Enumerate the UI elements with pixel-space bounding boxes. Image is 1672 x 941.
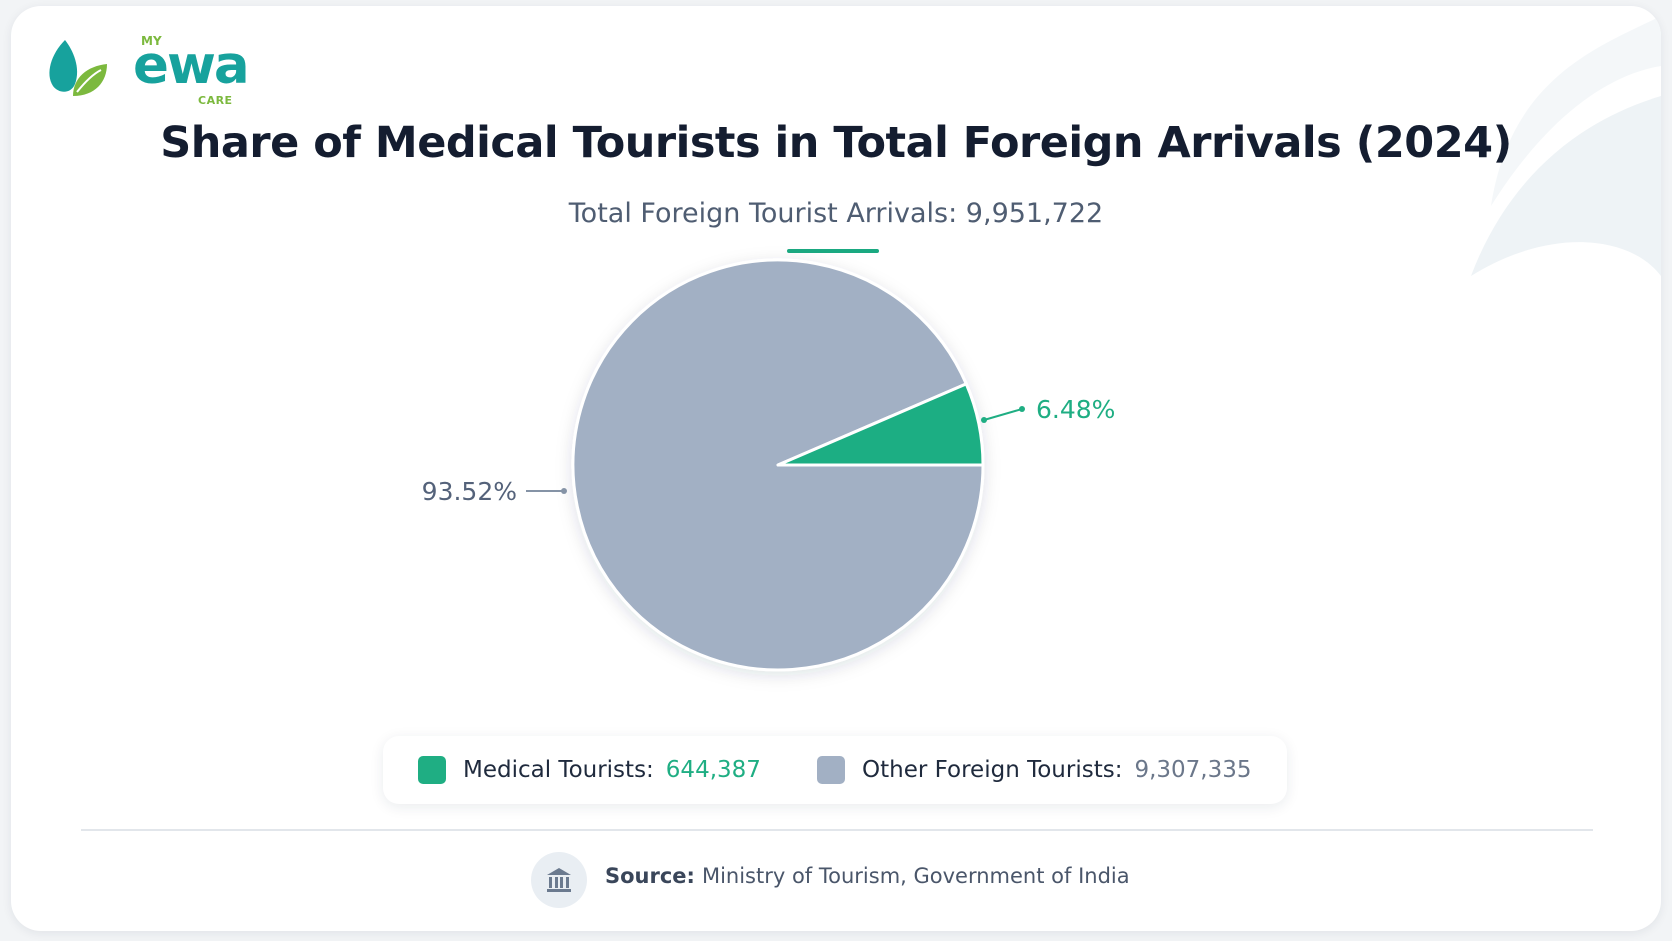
chart-title: Share of Medical Tourists in Total Forei…	[160, 118, 1512, 168]
logo-care: CARE	[198, 94, 233, 107]
brand-logo: MY ewa CARE	[43, 34, 250, 110]
legend-label-other: Other Foreign Tourists:	[862, 757, 1123, 783]
leader-dot-medical-end	[1019, 406, 1025, 412]
pie-slices	[571, 258, 985, 672]
pie-label-other: 93.52%	[422, 477, 517, 506]
legend-value-medical: 644,387	[665, 757, 761, 783]
leaf-decoration	[1471, 6, 1661, 276]
leaf-logo-icon	[49, 40, 107, 96]
logo-wordmark: ewa	[133, 35, 250, 96]
leader-dot-other	[561, 488, 567, 494]
pie-slice-medical	[776, 382, 985, 467]
legend-label-medical: Medical Tourists:	[463, 757, 654, 783]
title-underline	[787, 249, 879, 253]
footer-divider	[81, 829, 1593, 831]
source-note: Source: Ministry of Tourism, Government o…	[605, 864, 1130, 888]
legend-item-medical: Medical Tourists: 644,387	[418, 756, 761, 784]
pie-label-medical: 6.48%	[1036, 395, 1115, 424]
legend-item-other: Other Foreign Tourists: 9,307,335	[817, 756, 1252, 784]
infographic-card: MY ewa CARE Share of Medical Tourists in…	[11, 6, 1661, 931]
legend-swatch-medical	[418, 756, 446, 784]
logo-my: MY	[141, 34, 162, 48]
source-text: Ministry of Tourism, Government of India	[701, 864, 1130, 888]
legend-swatch-other	[817, 756, 845, 784]
leader-line-medical	[983, 408, 1023, 421]
government-building-icon	[531, 852, 587, 908]
source-key: Source:	[605, 864, 695, 888]
chart-legend: Medical Tourists: 644,387 Other Foreign …	[383, 736, 1287, 804]
leader-dot-medical-start	[981, 417, 987, 423]
chart-subtitle: Total Foreign Tourist Arrivals: 9,951,72…	[568, 198, 1104, 229]
legend-value-other: 9,307,335	[1134, 757, 1252, 783]
pie-chart: 6.48% 93.52%	[422, 258, 1115, 672]
